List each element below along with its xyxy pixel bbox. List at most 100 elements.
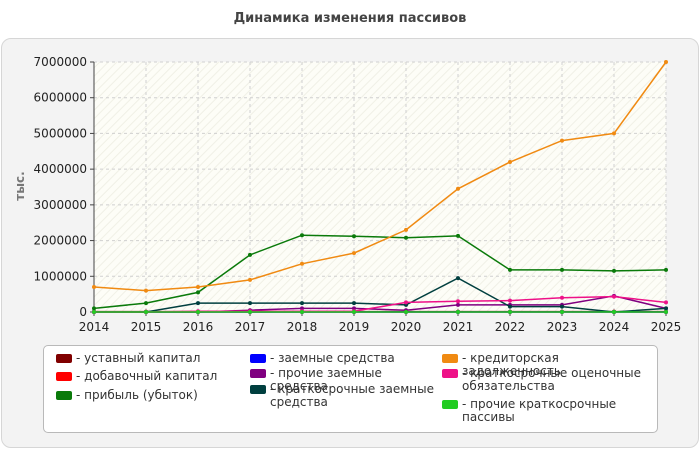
data-point [300, 310, 304, 314]
x-tick-label: 2019 [339, 320, 370, 334]
x-tick-label: 2023 [547, 320, 578, 334]
data-point [300, 233, 304, 238]
legend-swatch [442, 354, 458, 363]
x-tick-label: 2018 [287, 320, 318, 334]
legend-swatch [250, 385, 266, 394]
data-point [300, 306, 304, 311]
data-point [508, 310, 512, 314]
x-tick-label: 2015 [131, 320, 162, 334]
data-point [352, 306, 356, 311]
legend-swatch [250, 354, 266, 363]
series-line [94, 277, 667, 313]
data-point [352, 310, 356, 314]
legend-swatch [442, 369, 458, 378]
y-axis-label: тыс. [13, 171, 27, 200]
data-point [456, 299, 460, 304]
data-point [560, 138, 564, 143]
data-point [404, 300, 408, 305]
y-tick-label: 6000000 [34, 91, 87, 105]
series-8 [92, 310, 668, 314]
data-point [196, 301, 200, 306]
data-point [664, 306, 668, 311]
data-point [612, 131, 616, 136]
data-point [560, 267, 564, 272]
data-point [560, 295, 564, 300]
data-point [560, 310, 564, 314]
y-tick-label: 3000000 [34, 198, 87, 212]
legend-swatch [56, 372, 72, 381]
legend-label: - уставный капитал [76, 351, 201, 365]
data-point [92, 310, 96, 314]
data-point [664, 267, 668, 272]
legend-label: - прочие заемные средства [270, 366, 382, 393]
legend-label: - добавочный капитал [76, 369, 218, 383]
data-point [456, 186, 460, 191]
legend-swatch [250, 369, 266, 378]
plot-area [94, 62, 666, 312]
data-point [508, 304, 512, 309]
data-point [612, 268, 616, 273]
data-point [144, 288, 148, 293]
legend-label: - прибыль (убыток) [76, 388, 198, 402]
data-point [612, 294, 616, 299]
legend: - уставный капитал - добавочный капитал - … [43, 345, 658, 433]
data-point [352, 234, 356, 239]
legend-swatch [56, 354, 72, 363]
y-tick-label: 4000000 [34, 162, 87, 176]
series-line [93, 61, 667, 292]
data-point [352, 251, 356, 256]
data-point [404, 310, 408, 314]
data-point [664, 300, 668, 305]
y-tick-label: 1000000 [34, 269, 87, 283]
x-tick-label: 2020 [391, 320, 422, 334]
x-tick-label: 2025 [651, 320, 682, 334]
x-tick-label: 2022 [495, 320, 526, 334]
x-tick-label: 2016 [183, 320, 214, 334]
data-point [144, 301, 148, 306]
data-point [300, 301, 304, 306]
x-tick-label: 2024 [599, 320, 630, 334]
data-point [144, 310, 148, 314]
x-tick-label: 2021 [443, 320, 474, 334]
y-tick-label: 5000000 [34, 126, 87, 140]
data-point [248, 301, 252, 306]
data-point [92, 306, 96, 311]
data-point [664, 60, 668, 64]
data-point [352, 301, 356, 306]
legend-label: - краткосрочные оценочные обязательства [462, 366, 641, 393]
data-point [248, 252, 252, 257]
data-point [612, 310, 616, 314]
legend-swatch [56, 391, 72, 400]
data-point [404, 235, 408, 240]
data-point [196, 290, 200, 295]
data-point [456, 276, 460, 281]
data-point [664, 310, 668, 314]
legend-swatch [442, 400, 458, 409]
data-point [92, 285, 96, 289]
data-point [196, 285, 200, 289]
x-tick-label: 2014 [79, 320, 110, 334]
data-point [456, 310, 460, 314]
chart-title: Динамика изменения пассивов [233, 11, 467, 26]
y-tick-label: 0 [79, 305, 87, 319]
legend-label: - краткосрочные заемные средства [270, 382, 434, 409]
x-tick-label: 2017 [235, 320, 266, 334]
legend-label: - кредиторская задолженность [462, 351, 561, 378]
data-point [560, 304, 564, 309]
series-2 [92, 233, 668, 311]
data-point [300, 261, 304, 266]
legend-label: - заемные средства [270, 351, 395, 365]
series-6 [92, 60, 668, 293]
data-point [248, 310, 252, 314]
data-point [456, 233, 460, 238]
data-point [508, 298, 512, 303]
data-point [196, 310, 200, 314]
data-point [456, 302, 460, 307]
data-point [404, 227, 408, 232]
y-tick-label: 2000000 [34, 234, 87, 248]
data-point [248, 277, 252, 282]
y-tick-label: 7000000 [34, 55, 87, 69]
data-point [508, 267, 512, 272]
data-point [508, 160, 512, 164]
